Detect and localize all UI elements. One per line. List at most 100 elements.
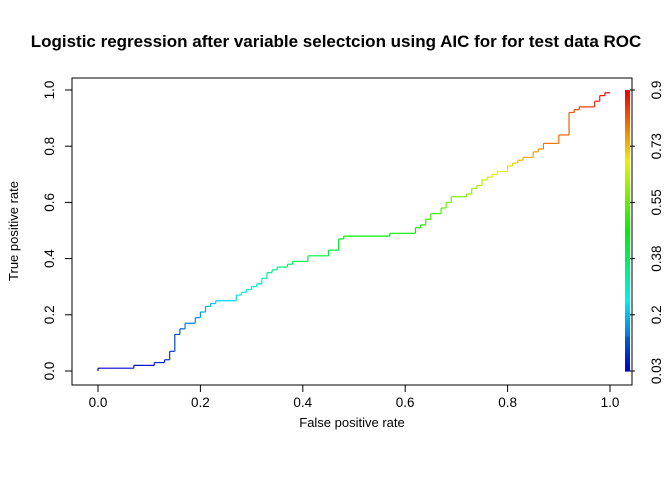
colorbar-segment (625, 363, 630, 367)
colorbar-segment (625, 211, 630, 215)
colorbar-segment (625, 223, 630, 227)
y-axis: 0.0 0.2 0.4 0.6 0.8 1.0 (42, 81, 73, 381)
colorbar-segment (625, 178, 630, 182)
colorbar-segment (625, 319, 630, 323)
colorbar-segment (625, 289, 630, 292)
colorbar-segment (625, 359, 630, 363)
colorbar-tick-label: 0.73 (649, 133, 664, 159)
roc-curve (97, 92, 610, 371)
colorbar-segment (625, 111, 630, 115)
colorbar-segment (625, 204, 630, 208)
colorbar-segment (625, 104, 630, 107)
colorbar-segment (625, 155, 630, 159)
colorbar-segment (625, 99, 630, 103)
colorbar-tick-label: 0.2 (649, 305, 664, 324)
x-tick-label: 1.0 (601, 395, 620, 410)
colorbar-segment (625, 157, 630, 161)
colorbar-segment (625, 167, 630, 171)
colorbar-segment (625, 328, 630, 332)
colorbar-segment (625, 101, 630, 105)
y-tick-label: 0.0 (42, 362, 57, 381)
colorbar-segment (625, 312, 630, 316)
colorbar-segment (625, 279, 630, 283)
colorbar-segment (625, 146, 630, 150)
colorbar-segment (625, 307, 630, 311)
x-tick-label: 0.2 (191, 395, 210, 410)
colorbar-segment (625, 331, 630, 335)
colorbar-segment (625, 298, 630, 302)
y-tick-label: 1.0 (42, 81, 57, 100)
colorbar-segment (625, 181, 630, 185)
colorbar-segment (625, 106, 630, 110)
colorbar-segment (625, 267, 630, 271)
colorbar-segment (625, 186, 630, 189)
colorbar-segment (625, 188, 630, 192)
colorbar-segment (625, 291, 630, 295)
colorbar-segment (625, 286, 630, 290)
y-tick-label: 0.4 (42, 249, 57, 268)
colorbar-segment (625, 368, 630, 372)
x-tick-label: 0.4 (293, 395, 312, 410)
y-tick-label: 0.2 (42, 305, 57, 324)
colorbar-segment (625, 324, 630, 328)
colorbar-segment (625, 207, 630, 211)
colorbar-segment (625, 113, 630, 117)
colorbar-segment (625, 340, 630, 344)
colorbar-segment (625, 129, 630, 133)
colorbar-segment (625, 317, 630, 321)
x-axis-label: False positive rate (299, 415, 405, 430)
colorbar-segment (625, 232, 630, 236)
colorbar-segment (625, 150, 630, 154)
colorbar-segment (625, 218, 630, 222)
colorbar-segment (625, 108, 630, 112)
colorbar-segment (625, 345, 630, 349)
chart-title: Logistic regression after variable selec… (31, 32, 642, 51)
y-tick-label: 0.6 (42, 193, 57, 212)
colorbar-segment (625, 193, 630, 196)
colorbar-segment (625, 195, 630, 199)
plot-frame (71, 77, 633, 386)
colorbar-segment (625, 352, 630, 356)
colorbar-segment (625, 310, 630, 314)
colorbar-segment (625, 347, 630, 351)
colorbar-segment (625, 342, 630, 346)
colorbar-segment (625, 228, 630, 232)
colorbar-segment (625, 125, 630, 129)
colorbar-segment (625, 242, 630, 246)
colorbar-segment (625, 202, 630, 206)
colorbar-segment (625, 132, 630, 136)
colorbar-segment (625, 92, 630, 96)
colorbar-segment (625, 94, 630, 98)
colorbar-segment (625, 253, 630, 257)
colorbar-segment (625, 134, 630, 138)
colorbar-segment (625, 160, 630, 164)
colorbar-segment (625, 361, 630, 365)
colorbar-segment (625, 176, 630, 180)
colorbar-segment (625, 284, 630, 288)
colorbar-segment (625, 249, 630, 253)
colorbar-segment (625, 97, 630, 100)
colorbar-segment (625, 118, 630, 122)
colorbar-segment (625, 265, 630, 269)
colorbar-segment (625, 115, 630, 119)
colorbar-segment (625, 321, 630, 325)
colorbar-segment (625, 148, 630, 152)
colorbar-segment (625, 190, 630, 194)
x-tick-label: 0.0 (89, 395, 108, 410)
colorbar-segment (625, 225, 630, 229)
colorbar-segment (625, 153, 630, 157)
colorbar-segment (625, 127, 630, 131)
colorbar-segment (625, 326, 630, 330)
colorbar-segment (625, 169, 630, 173)
colorbar-segment (625, 300, 630, 304)
colorbar-segment (625, 237, 630, 241)
colorbar-segment (625, 141, 630, 145)
colorbar-tick-label: 0.55 (649, 189, 664, 215)
colorbar-segment (625, 282, 630, 285)
colorbar-segment (625, 139, 630, 143)
colorbar-segment (625, 314, 630, 318)
x-tick-label: 0.8 (498, 395, 517, 410)
colorbar: 0.03 0.2 0.38 0.55 0.73 0.9 (625, 81, 664, 384)
colorbar-segment (625, 258, 630, 262)
